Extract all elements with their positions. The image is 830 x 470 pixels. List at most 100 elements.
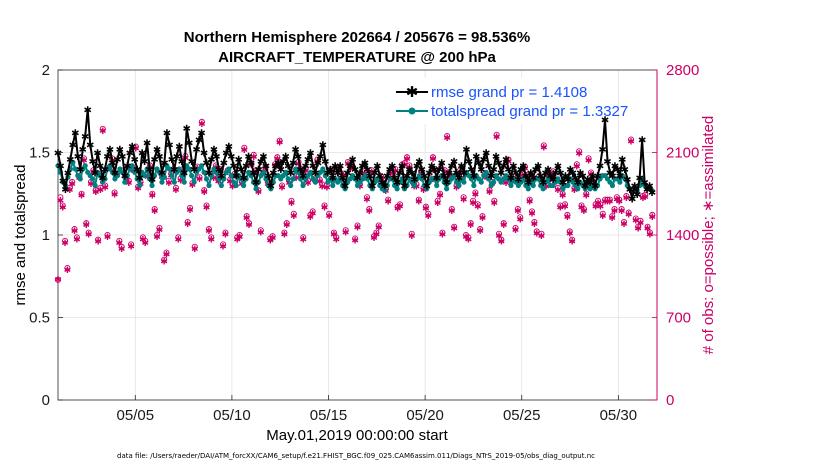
rmse-point: ✱ bbox=[586, 178, 594, 189]
assimilated-point: ✱ bbox=[495, 232, 503, 242]
totalspread-point bbox=[228, 173, 234, 179]
assimilated-point: ✱ bbox=[465, 235, 473, 245]
rmse-point: ✱ bbox=[331, 162, 339, 173]
totalspread-point bbox=[342, 186, 348, 192]
rmse-point: ✱ bbox=[348, 155, 356, 166]
possible-point bbox=[415, 196, 422, 203]
assimilated-point: ✱ bbox=[559, 192, 567, 202]
rmse-point: ✱ bbox=[103, 152, 111, 163]
rmse-point: ✱ bbox=[148, 175, 156, 186]
totalspread-point bbox=[575, 186, 581, 192]
assimilated-point: ✱ bbox=[325, 212, 333, 222]
totalspread-point bbox=[322, 173, 328, 179]
possible-point bbox=[78, 190, 85, 197]
assimilated-point: ✱ bbox=[472, 191, 480, 201]
x-tick-label: 05/30 bbox=[600, 407, 638, 424]
possible-point bbox=[69, 178, 76, 186]
x-tick-label: 05/25 bbox=[503, 407, 541, 424]
legend: ✱ rmse grand pr = 1.4108 totalspread gra… bbox=[388, 78, 628, 124]
rmse-point: ✱ bbox=[574, 178, 582, 189]
totalspread-point bbox=[102, 176, 108, 182]
assimilated-point: ✱ bbox=[66, 186, 74, 196]
assimilated-point: ✱ bbox=[422, 205, 430, 215]
assimilated-point: ✱ bbox=[323, 183, 331, 193]
assimilated-point: ✱ bbox=[354, 224, 362, 234]
assimilated-point: ✱ bbox=[441, 168, 449, 178]
assimilated-point: ✱ bbox=[179, 167, 187, 177]
rmse-point: ✱ bbox=[472, 152, 480, 163]
rmse-point: ✱ bbox=[346, 162, 354, 173]
possible-point bbox=[512, 224, 519, 231]
rmse-point: ✱ bbox=[514, 175, 522, 186]
totalspread-point bbox=[189, 173, 195, 179]
assimilated-point: ✱ bbox=[73, 235, 81, 245]
rmse-point: ✱ bbox=[91, 168, 99, 179]
possible-point bbox=[208, 234, 215, 241]
rmse-point: ✱ bbox=[465, 157, 473, 168]
assimilated-point: ✱ bbox=[80, 156, 88, 166]
totalspread-point bbox=[122, 179, 128, 185]
possible-point bbox=[467, 220, 474, 227]
totalspread-point bbox=[161, 174, 168, 180]
possible-point bbox=[649, 211, 656, 219]
totalspread-point bbox=[159, 179, 165, 185]
rmse-point: ✱ bbox=[299, 172, 307, 183]
assimilated-point: ✱ bbox=[512, 226, 520, 236]
rmse-point: ✱ bbox=[145, 165, 153, 176]
axes: 0 0.5 1 1.5 2 0 700 1400 2100 2800 05/05 05/10 05/15… bbox=[29, 62, 699, 424]
assimilated-point: ✱ bbox=[205, 227, 213, 237]
assimilated-point: ✱ bbox=[637, 219, 645, 229]
possible-point bbox=[646, 229, 653, 236]
totalspread-point bbox=[77, 176, 83, 182]
possible-point bbox=[396, 201, 403, 208]
assimilated-point: ✱ bbox=[78, 192, 86, 202]
assimilated-point: ✱ bbox=[262, 165, 270, 175]
rmse-point: ✱ bbox=[517, 165, 525, 176]
rmse-point: ✱ bbox=[529, 173, 537, 184]
assimilated-point: ✱ bbox=[163, 251, 171, 261]
assimilated-point: ✱ bbox=[290, 212, 298, 222]
y-left-tick-label: 1 bbox=[42, 227, 50, 244]
possible-point bbox=[278, 182, 286, 189]
possible-point bbox=[333, 234, 340, 241]
rmse-point: ✱ bbox=[413, 162, 421, 173]
rmse-point: ✱ bbox=[326, 165, 334, 176]
totalspread-point bbox=[288, 182, 294, 189]
possible-point bbox=[628, 136, 635, 143]
assimilated-point: ✱ bbox=[639, 194, 647, 204]
possible-point bbox=[163, 249, 170, 256]
possible-point bbox=[625, 209, 632, 216]
rmse-point: ✱ bbox=[475, 158, 483, 169]
totalspread-point bbox=[478, 179, 484, 185]
possible-point bbox=[83, 220, 90, 227]
rmse-point: ✱ bbox=[450, 157, 458, 168]
assimilated-point: ✱ bbox=[71, 227, 79, 237]
possible-point bbox=[342, 227, 349, 234]
possible-point bbox=[375, 222, 382, 229]
possible-point bbox=[526, 196, 533, 203]
assimilated-point: ✱ bbox=[203, 204, 211, 214]
possible-point bbox=[64, 264, 71, 272]
rmse-point: ✱ bbox=[150, 155, 158, 166]
rmse-point: ✱ bbox=[385, 165, 393, 176]
totalspread-point bbox=[253, 186, 259, 192]
assimilated-point: ✱ bbox=[514, 207, 522, 217]
totalspread-point bbox=[535, 176, 541, 182]
assimilated-point: ✱ bbox=[283, 221, 291, 231]
totalspread-point bbox=[216, 176, 222, 182]
totalspread-point bbox=[248, 173, 254, 179]
rmse-point: ✱ bbox=[633, 190, 641, 201]
rmse-point: ✱ bbox=[445, 168, 453, 179]
totalspread-point bbox=[525, 186, 531, 192]
rmse-point: ✱ bbox=[440, 172, 448, 183]
possible-point bbox=[635, 223, 642, 230]
totalspread-point bbox=[330, 182, 336, 189]
assimilated-point: ✱ bbox=[134, 185, 142, 195]
rmse-point: ✱ bbox=[566, 165, 574, 176]
rmse-point: ✱ bbox=[66, 155, 74, 166]
assimilated-point: ✱ bbox=[160, 258, 168, 268]
assimilated-point: ✱ bbox=[363, 195, 371, 205]
assimilated-point: ✱ bbox=[245, 221, 253, 231]
rmse-point: ✱ bbox=[403, 172, 411, 183]
assimilated-point: ✱ bbox=[601, 198, 609, 208]
